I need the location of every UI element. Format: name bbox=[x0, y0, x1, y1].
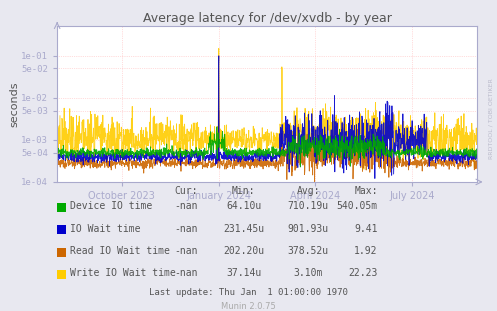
Text: -nan: -nan bbox=[174, 201, 198, 211]
Text: -nan: -nan bbox=[174, 224, 198, 234]
Text: 231.45u: 231.45u bbox=[223, 224, 264, 234]
Text: Last update: Thu Jan  1 01:00:00 1970: Last update: Thu Jan 1 01:00:00 1970 bbox=[149, 288, 348, 297]
Text: 378.52u: 378.52u bbox=[288, 246, 329, 256]
Text: Device IO time: Device IO time bbox=[70, 201, 152, 211]
Text: 202.20u: 202.20u bbox=[223, 246, 264, 256]
Text: Avg:: Avg: bbox=[296, 186, 320, 196]
Text: Write IO Wait time: Write IO Wait time bbox=[70, 268, 175, 278]
Y-axis label: seconds: seconds bbox=[10, 81, 20, 127]
Text: 3.10m: 3.10m bbox=[293, 268, 323, 278]
Title: Average latency for /dev/xvdb - by year: Average latency for /dev/xvdb - by year bbox=[143, 12, 392, 25]
Text: 1.92: 1.92 bbox=[354, 246, 378, 256]
Text: RRDTOOL / TOBI OETIKER: RRDTOOL / TOBI OETIKER bbox=[489, 78, 494, 159]
Text: Read IO Wait time: Read IO Wait time bbox=[70, 246, 169, 256]
Text: -nan: -nan bbox=[174, 246, 198, 256]
Text: 901.93u: 901.93u bbox=[288, 224, 329, 234]
Text: 540.05m: 540.05m bbox=[336, 201, 378, 211]
Text: 710.19u: 710.19u bbox=[288, 201, 329, 211]
Text: -nan: -nan bbox=[174, 268, 198, 278]
Text: 37.14u: 37.14u bbox=[226, 268, 261, 278]
Text: Max:: Max: bbox=[354, 186, 378, 196]
Text: Munin 2.0.75: Munin 2.0.75 bbox=[221, 301, 276, 310]
Text: IO Wait time: IO Wait time bbox=[70, 224, 140, 234]
Text: 64.10u: 64.10u bbox=[226, 201, 261, 211]
Text: Cur:: Cur: bbox=[174, 186, 198, 196]
Text: 22.23: 22.23 bbox=[348, 268, 378, 278]
Text: Min:: Min: bbox=[232, 186, 255, 196]
Text: 9.41: 9.41 bbox=[354, 224, 378, 234]
